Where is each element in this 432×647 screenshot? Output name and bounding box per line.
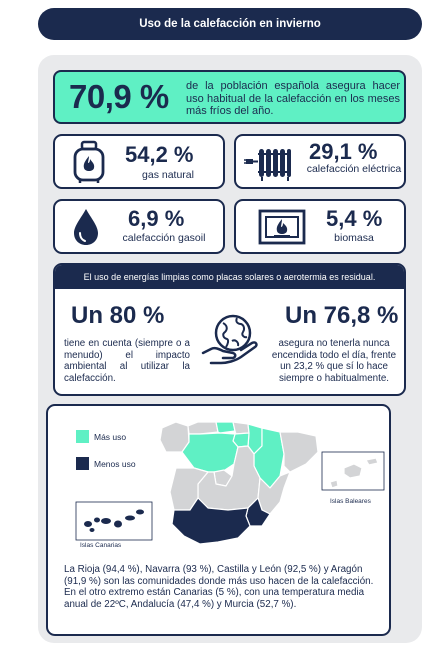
page-title: Uso de la calefacción en invierno (38, 8, 422, 40)
legend-label-menos-uso: Menos uso (94, 459, 136, 469)
baleares-inset (321, 451, 385, 491)
band-heading: El uso de energías limpias como placas s… (55, 265, 404, 289)
canarias-label: Islas Canarias (80, 542, 122, 549)
region-baleares-mallorca (343, 463, 363, 479)
stat-label: calefacción eléctrica (306, 163, 402, 175)
stat-label: biomasa (334, 232, 374, 244)
region-valencia (257, 471, 291, 515)
region-andalucia (171, 497, 251, 545)
highlight-box: 70,9 % de la población española asegura … (53, 70, 406, 124)
stat-value: 5,4 % (326, 206, 383, 231)
map-card: Más uso Menos uso (46, 404, 391, 636)
region-asturias (187, 421, 219, 435)
region-baleares-menorca (365, 457, 379, 466)
globe-in-hand-icon (201, 314, 258, 365)
oil-drop-icon (74, 209, 98, 245)
stat-gas-natural: 54,2 % gas natural (53, 134, 225, 189)
band-right-text: asegura no tenerla nunca encendida todo … (271, 338, 397, 384)
stat-value: 6,9 % (128, 206, 185, 231)
stat-label: gas natural (142, 169, 194, 181)
highlight-value: 70,9 % (69, 78, 169, 115)
region-cataluna (279, 431, 319, 473)
clean-energy-section: El uso de energías limpias como placas s… (53, 263, 406, 396)
legend-label-mas-uso: Más uso (94, 432, 127, 442)
highlight-text: de la población española asegura hacer u… (186, 80, 400, 118)
region-baleares-ibiza (329, 479, 339, 489)
stat-label: calefacción gasoil (122, 232, 206, 244)
region-pais-vasco (232, 421, 250, 435)
stat-value: 29,1 % (309, 139, 378, 164)
band-right-value: Un 76,8 % (285, 302, 399, 329)
canarias-inset (75, 501, 153, 541)
stat-value: 54,2 % (125, 142, 194, 167)
legend-swatch-menos-uso (76, 457, 89, 470)
region-castilla-leon (181, 432, 239, 473)
stat-calefaccion-electrica: 29,1 % calefacción eléctrica (234, 134, 406, 189)
stat-biomasa: 5,4 % biomasa (234, 199, 406, 254)
region-cantabria (215, 421, 236, 434)
region-canarias (84, 509, 144, 532)
spain-map (75, 421, 385, 545)
map-note: La Rioja (94,4 %), Navarra (93 %), Casti… (64, 564, 374, 610)
legend-swatch-mas-uso (76, 430, 89, 443)
stat-calefaccion-gasoil: 6,9 % calefacción gasoil (53, 199, 225, 254)
fireplace-icon (258, 209, 306, 245)
baleares-label: Islas Baleares (330, 498, 371, 505)
electric-radiator-icon (244, 149, 291, 181)
band-left-text: tiene en cuenta (siempre o a menudo) el … (64, 338, 190, 384)
band-left-value: Un 80 % (71, 302, 165, 329)
gas-cylinder-icon (73, 140, 105, 183)
